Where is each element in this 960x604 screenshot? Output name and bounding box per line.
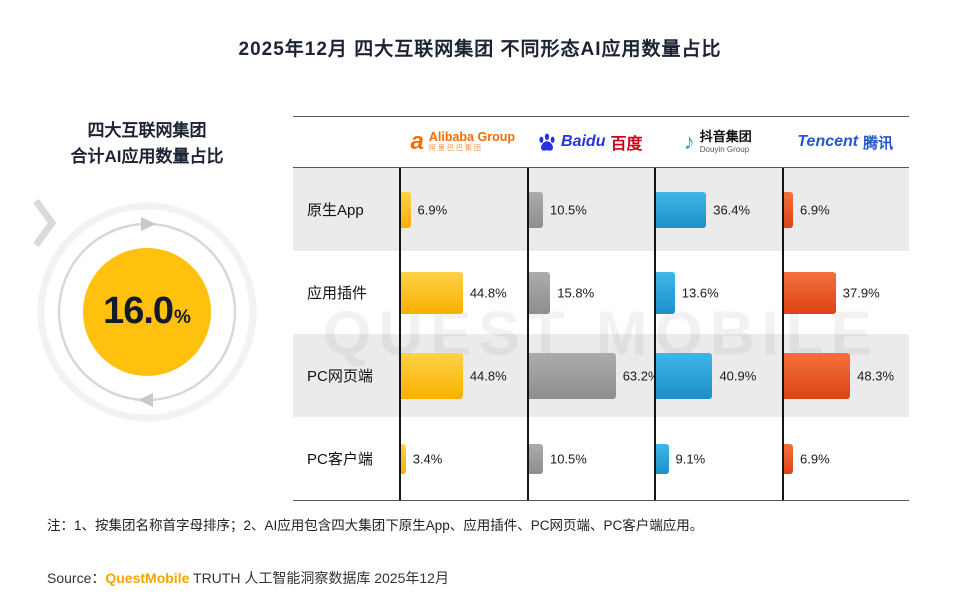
source-label: Source： <box>47 570 106 586</box>
bar-cell: 13.6% <box>654 251 782 334</box>
bar-cell: 6.9% <box>781 417 910 500</box>
bar <box>528 271 551 314</box>
summary-value-number: 16.0 <box>103 290 174 333</box>
bar-cell: 36.4% <box>654 168 782 251</box>
tencent-cn-label: 腾讯 <box>863 134 894 152</box>
bar-cell: 37.9% <box>781 251 910 334</box>
bar-value: 6.9% <box>800 202 830 217</box>
bar-cell: 9.1% <box>654 417 782 500</box>
baidu-cn-label: 百度 <box>610 136 643 153</box>
douyin-note-icon: ♪ <box>683 129 695 154</box>
bar <box>528 443 543 474</box>
chart-rows: QUEST MOBILE 原生App6.9%10.5%36.4%6.9%应用插件… <box>293 168 909 501</box>
bar-value: 13.6% <box>681 285 719 300</box>
row-label: PC网页端 <box>307 368 373 385</box>
logo-douyin: ♪ 抖音集团 Douyin Group <box>654 128 782 154</box>
chart-row: 应用插件 44.8% 15.8% 13.6% 37.9% <box>293 251 909 334</box>
bar-value: 37.9% <box>842 285 880 300</box>
row-label: 原生App <box>307 202 364 219</box>
bar-value: 15.8% <box>557 285 595 300</box>
douyin-en-label: Douyin Group <box>699 144 750 154</box>
source-line: Source：QuestMobile TRUTH 人工智能洞察数据库 2025年… <box>47 568 449 588</box>
bar <box>656 191 707 228</box>
bar-value: 10.5% <box>549 202 587 217</box>
bar <box>656 443 669 474</box>
bar-cell: 44.8% <box>399 251 527 334</box>
bar-value: 40.9% <box>719 368 757 383</box>
bar-cell: 48.3% <box>781 334 910 417</box>
bar-value: 63.2% <box>622 368 660 383</box>
summary-heading-line1: 四大互联网集团 <box>87 121 207 140</box>
alibaba-wordmark: Alibaba Group <box>428 130 515 145</box>
bar-cell: 3.4% <box>399 417 527 500</box>
chart-row: 原生App 6.9% 10.5% 36.4% 6.9% <box>293 168 909 251</box>
bar-value: 3.4% <box>412 451 443 466</box>
bar <box>783 443 794 474</box>
chart-header: a Alibaba Group 阿里巴巴集团 Baidu 百度 <box>293 116 909 168</box>
bar <box>401 271 463 314</box>
footnote: 注：1、按集团名称首字母排序；2、AI应用包含四大集团下原生App、应用插件、P… <box>47 518 704 533</box>
bar-cell: 40.9% <box>654 334 782 417</box>
bar-value: 6.9% <box>800 451 830 466</box>
bar-cell: 15.8% <box>526 251 655 334</box>
source-brand: QuestMobile <box>105 570 190 586</box>
summary-value-unit: % <box>174 306 191 328</box>
bar <box>401 352 463 399</box>
chevron-right-icon <box>33 198 57 247</box>
bar <box>528 352 616 399</box>
summary-heading-line2: 合计AI应用数量占比 <box>70 147 224 167</box>
bar-cell: 10.5% <box>526 168 655 251</box>
bar <box>401 443 406 474</box>
circular-arrow-icon <box>37 202 257 422</box>
bar <box>783 271 836 314</box>
baidu-wordmark: Baidu <box>561 133 606 150</box>
logo-tencent: Tencent 腾讯 <box>782 132 910 153</box>
bar-cell: 44.8% <box>399 334 527 417</box>
bar-cell: 6.9% <box>781 168 910 251</box>
bar-value: 44.8% <box>469 285 507 300</box>
summary-panel: 四大互联网集团 合计AI应用数量占比 16.0 % <box>28 118 266 427</box>
bar-value: 36.4% <box>713 202 751 217</box>
row-label: PC客户端 <box>307 451 373 468</box>
source-text: TRUTH 人工智能洞察数据库 2025年12月 <box>189 570 449 586</box>
bar-chart: a Alibaba Group 阿里巴巴集团 Baidu 百度 <box>293 116 909 501</box>
alibaba-mark-icon: a <box>410 128 424 155</box>
summary-heading: 四大互联网集团 合计AI应用数量占比 <box>28 118 266 171</box>
bar-value: 6.9% <box>417 202 448 217</box>
bar <box>783 352 851 399</box>
douyin-cn-label: 抖音集团 <box>699 128 752 144</box>
summary-value: 16.0 % <box>32 197 262 427</box>
bar <box>656 352 713 399</box>
logo-alibaba: a Alibaba Group 阿里巴巴集团 <box>399 130 527 154</box>
bar-value: 48.3% <box>857 368 895 383</box>
bar-cell: 6.9% <box>399 168 527 251</box>
chart-row: PC网页端 44.8% 63.2% 40.9% 48.3% <box>293 334 909 417</box>
bar <box>656 271 675 314</box>
summary-donut: 16.0 % <box>32 197 262 427</box>
bar-value: 9.1% <box>675 451 706 466</box>
tencent-wordmark: Tencent <box>797 133 859 150</box>
row-label: 应用插件 <box>307 285 368 302</box>
alibaba-cn-label: 阿里巴巴集团 <box>428 145 483 153</box>
bar-cell: 10.5% <box>526 417 655 500</box>
bar-value: 44.8% <box>469 368 507 383</box>
bar-value: 10.5% <box>549 451 587 466</box>
bar <box>528 191 543 228</box>
bar <box>401 191 411 228</box>
chart-row: PC客户端 3.4% 10.5% 9.1% 6.9% <box>293 417 909 500</box>
logo-baidu: Baidu 百度 <box>527 130 655 154</box>
page-title: 2025年12月 四大互联网集团 不同形态AI应用数量占比 <box>238 39 722 60</box>
baidu-paw-icon <box>539 133 555 151</box>
bar <box>783 191 794 228</box>
bar-cell: 63.2% <box>526 334 660 417</box>
